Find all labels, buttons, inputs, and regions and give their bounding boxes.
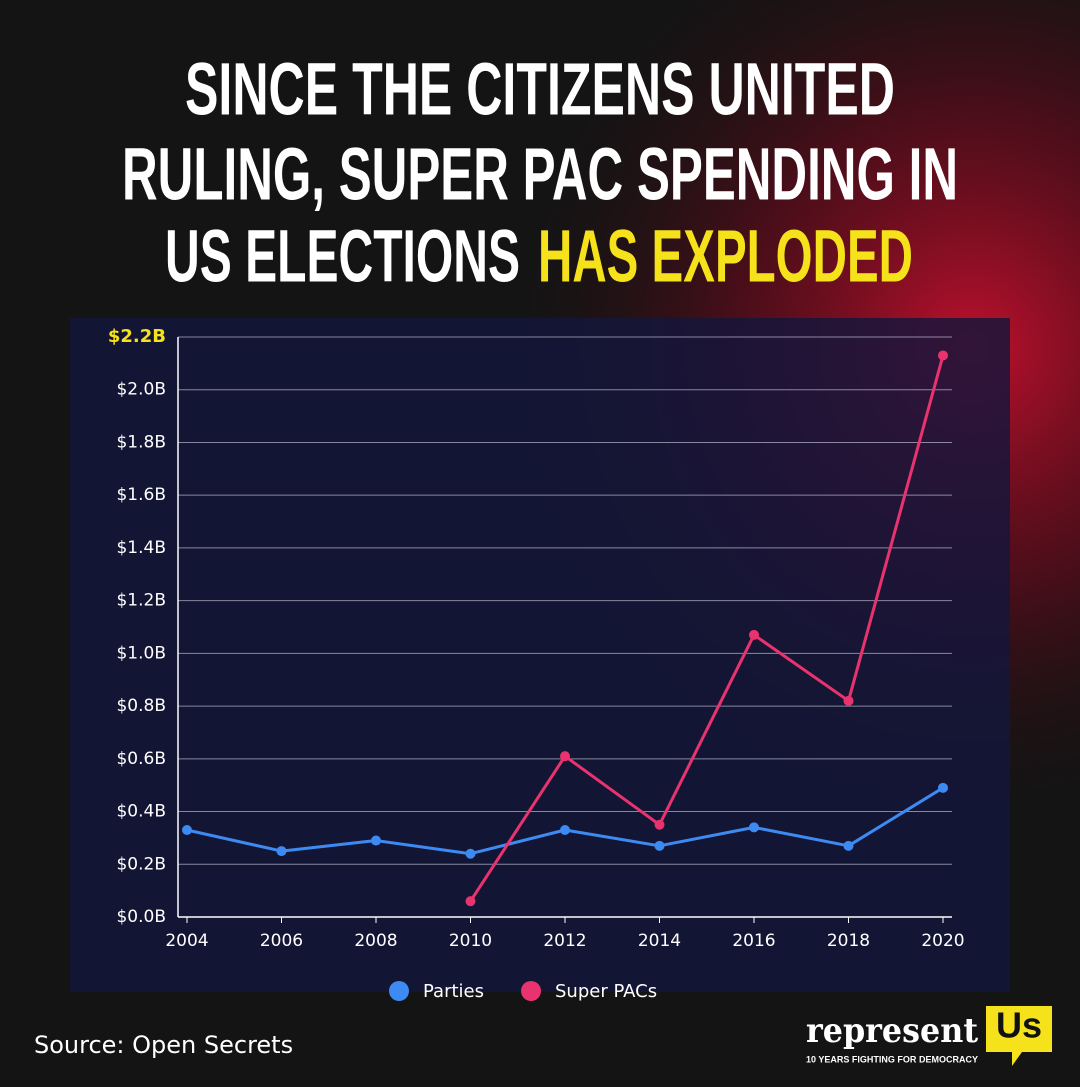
data-point xyxy=(182,825,192,835)
x-tick-label: 2010 xyxy=(449,931,492,951)
y-tick-label: $1.0B xyxy=(116,643,166,663)
data-point xyxy=(749,822,759,833)
y-tick-label: $2.2B xyxy=(108,326,166,347)
title-highlight: HAS EXPLODED xyxy=(538,215,913,298)
data-point xyxy=(654,819,665,830)
title-line: US ELECTIONS xyxy=(165,215,520,298)
x-tick-label: 2004 xyxy=(165,931,208,951)
data-point xyxy=(843,840,854,851)
x-tick-label: 2008 xyxy=(354,931,397,951)
x-tick-label: 2006 xyxy=(260,931,303,951)
x-tick-label: 2020 xyxy=(921,931,964,951)
y-tick-label: $1.8B xyxy=(116,432,166,452)
x-tick-label: 2014 xyxy=(638,931,681,951)
y-tick-label: $0.8B xyxy=(116,696,166,716)
data-point xyxy=(560,751,570,762)
series-line xyxy=(469,355,945,903)
brand-badge-shape xyxy=(986,1006,1052,1066)
legend-label: Parties xyxy=(423,981,484,1002)
data-point xyxy=(654,840,665,851)
data-point xyxy=(749,629,759,640)
y-tick-label: $1.6B xyxy=(116,485,166,505)
y-tick-label: $0.4B xyxy=(116,802,166,822)
x-tick-label: 2018 xyxy=(827,931,870,951)
y-tick-label: $1.2B xyxy=(116,591,166,611)
y-tick-label: $1.4B xyxy=(116,538,166,558)
y-tick-label: $2.0B xyxy=(116,380,166,400)
data-point xyxy=(938,350,948,361)
brand-name: represent xyxy=(806,1011,978,1051)
title-line: RULING, SUPER PAC SPENDING IN xyxy=(122,133,958,216)
data-point xyxy=(938,782,948,793)
y-tick-label: $0.6B xyxy=(116,749,166,769)
title-line: SINCE THE CITIZENS UNITED xyxy=(185,48,895,131)
y-tick-label: $0.2B xyxy=(116,854,166,874)
data-point xyxy=(465,896,476,907)
data-point xyxy=(560,825,570,835)
legend-label: Super PACs xyxy=(555,981,657,1002)
source: Source: Open Secrets xyxy=(34,1031,293,1059)
data-point xyxy=(465,848,476,859)
x-tick-label: 2016 xyxy=(732,931,775,951)
x-tick-label: 2012 xyxy=(543,931,586,951)
legend-marker xyxy=(521,981,541,1001)
data-point xyxy=(276,846,287,857)
brand-badge: Us xyxy=(996,1005,1042,1046)
y-tick-label: $0.0B xyxy=(116,907,166,927)
data-point xyxy=(371,835,381,846)
brand-tagline: 10 YEARS FIGHTING FOR DEMOCRACY xyxy=(806,1054,978,1064)
legend-marker xyxy=(389,981,409,1001)
chart-panel xyxy=(70,318,1010,992)
data-point xyxy=(843,695,854,706)
